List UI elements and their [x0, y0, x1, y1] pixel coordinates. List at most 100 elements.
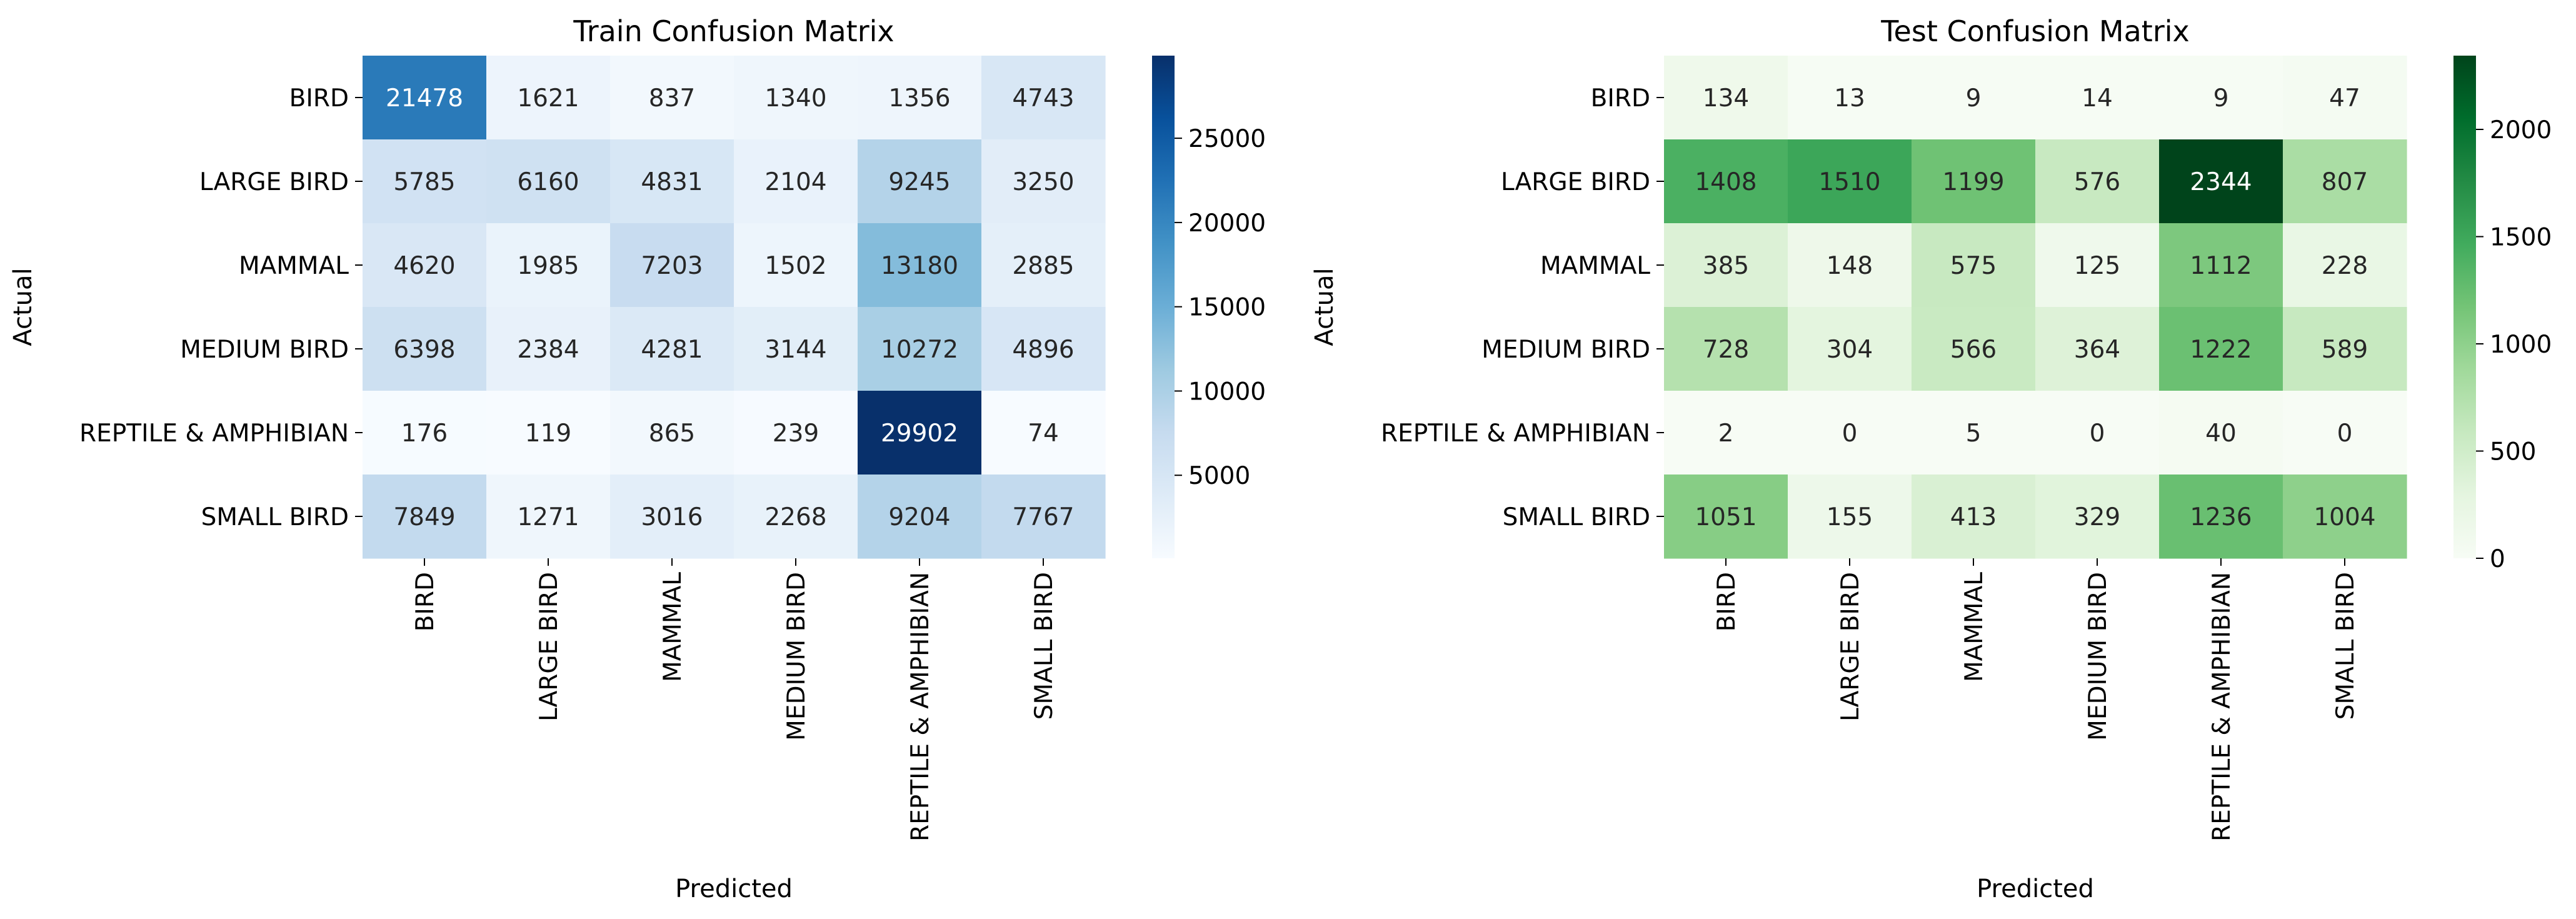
y-tick-label-small-bird: SMALL BIRD [1503, 503, 1650, 531]
cell-value-label: 9245 [888, 168, 950, 196]
heatmap-cell [2035, 223, 2160, 308]
colorbar-tick-label: 20000 [1188, 209, 1266, 238]
cell-value-label: 1236 [2190, 503, 2252, 531]
cell-value-label: 119 [525, 419, 571, 448]
train-confusion-matrix: 21478 1621 837 1340 1356 4743 5785 6160 4831 2104… [9, 14, 1266, 903]
cell-value-label: 14 [2082, 84, 2113, 113]
heatmap-cell [1912, 56, 2036, 140]
cell-value-label: 2344 [2190, 168, 2252, 196]
y-tick-label-reptile-and-amphibian: REPTILE & AMPHIBIAN [1381, 419, 1650, 448]
heatmap-cell [734, 223, 858, 308]
heatmap-cell [363, 307, 487, 391]
y-tick-label-bird: BIRD [289, 84, 349, 113]
heatmap-cell [486, 139, 611, 224]
heatmap-cell [734, 391, 858, 475]
cell-value-label: 7767 [1012, 503, 1074, 531]
cell-value-label: 148 [1827, 252, 1873, 280]
heatmap-cell [2159, 475, 2283, 559]
x-tick-label-large-bird: LARGE BIRD [1837, 572, 1865, 721]
cell-value-label: 364 [2074, 336, 2120, 364]
heatmap-cell [2159, 307, 2283, 391]
cell-value-label: 0 [2090, 419, 2105, 448]
colorbar-tick-label: 2000 [2490, 116, 2552, 144]
heatmap-cell [981, 56, 1106, 140]
heatmap-cell [1788, 307, 1912, 391]
heatmap-cell [1788, 139, 1912, 224]
heatmap-cell [610, 307, 734, 391]
cell-value-label: 1408 [1695, 168, 1757, 196]
cell-value-label: 7203 [641, 252, 703, 280]
heatmap-cell [486, 223, 611, 308]
heatmap-cell [1912, 139, 2036, 224]
heatmap-cell [486, 391, 611, 475]
cell-value-label: 6160 [517, 168, 579, 196]
cell-value-label: 413 [1950, 503, 1997, 531]
heatmap-cell [2283, 475, 2407, 559]
x-tick-label-reptile-and-amphibian: REPTILE & AMPHIBIAN [2208, 572, 2236, 841]
heatmap-cell [610, 391, 734, 475]
heatmap-cell [858, 475, 982, 559]
cell-value-label: 2384 [517, 336, 579, 364]
heatmap-cell [2283, 391, 2407, 475]
cell-value-label: 29902 [881, 419, 958, 448]
heatmap-cell [1664, 391, 1788, 475]
y-tick-label-mammal: MAMMAL [239, 252, 349, 280]
heatmap-cell [858, 307, 982, 391]
cell-value-label: 6398 [393, 336, 455, 364]
cell-value-label: 4831 [641, 168, 703, 196]
colorbar-tick-label: 5000 [1188, 462, 1250, 490]
colorbar-tick-label: 10000 [1188, 378, 1266, 406]
y-axis-label: Actual [9, 268, 38, 346]
colorbar [1152, 56, 1175, 558]
cell-value-label: 9 [2213, 84, 2229, 113]
heatmap-cell [2283, 139, 2407, 224]
heatmap-cell [858, 139, 982, 224]
cell-value-label: 385 [1703, 252, 1749, 280]
heatmap-cell [2035, 139, 2160, 224]
x-axis-label: Predicted [675, 875, 793, 903]
y-tick-label-medium-bird: MEDIUM BIRD [180, 336, 349, 364]
cell-value-label: 1051 [1695, 503, 1757, 531]
heatmap-cell [1664, 307, 1788, 391]
cell-value-label: 1985 [517, 252, 579, 280]
heatmap-cell [734, 139, 858, 224]
heatmap-cell [610, 56, 734, 140]
cell-value-label: 10272 [881, 336, 958, 364]
cell-value-label: 4620 [393, 252, 455, 280]
heatmap-cell [610, 139, 734, 224]
cell-value-label: 1510 [1818, 168, 1880, 196]
heatmap-cell [981, 475, 1106, 559]
cell-value-label: 2104 [764, 168, 826, 196]
cell-value-label: 0 [2337, 419, 2353, 448]
y-tick-label-small-bird: SMALL BIRD [201, 503, 349, 531]
cell-value-label: 47 [2329, 84, 2360, 113]
heatmap-cell [734, 307, 858, 391]
cell-value-label: 1621 [517, 84, 579, 113]
cell-value-label: 21478 [386, 84, 463, 113]
x-tick-label-medium-bird: MEDIUM BIRD [2084, 572, 2112, 741]
cell-value-label: 4896 [1012, 336, 1074, 364]
x-tick-label-large-bird: LARGE BIRD [535, 572, 563, 721]
colorbar-tick-label: 1000 [2490, 331, 2552, 359]
heatmap-cell [858, 223, 982, 308]
y-tick-label-medium-bird: MEDIUM BIRD [1481, 336, 1650, 364]
heatmap-cell [2159, 391, 2283, 475]
heatmap-cell [363, 475, 487, 559]
cell-value-label: 4281 [641, 336, 703, 364]
heatmap-cell [1664, 475, 1788, 559]
heatmap-cell [363, 391, 487, 475]
cell-value-label: 1199 [1942, 168, 2004, 196]
heatmap-cell [981, 139, 1106, 224]
heatmap-cell [1788, 391, 1912, 475]
cell-value-label: 576 [2074, 168, 2120, 196]
x-tick-label-reptile-and-amphibian: REPTILE & AMPHIBIAN [906, 572, 935, 841]
heatmap-cell [1664, 56, 1788, 140]
cell-value-label: 2885 [1012, 252, 1074, 280]
cell-value-label: 7849 [393, 503, 455, 531]
heatmap-cell [2035, 56, 2160, 140]
heatmap-cell [734, 56, 858, 140]
colorbar [2453, 56, 2476, 558]
heatmap-cell [858, 391, 982, 475]
